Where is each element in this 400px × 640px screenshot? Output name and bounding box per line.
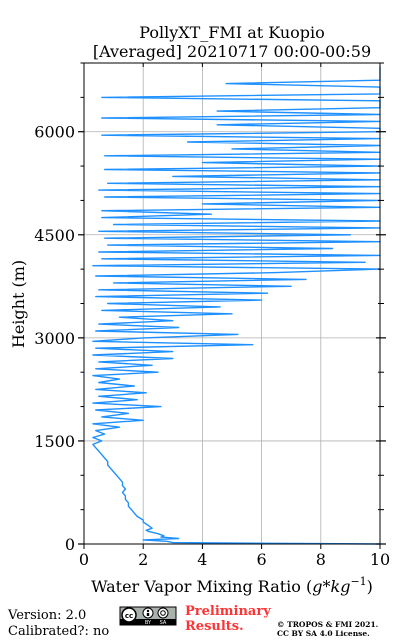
- x-tick-label: 10: [370, 550, 390, 569]
- x-tick-label: 4: [197, 550, 207, 569]
- sa-icon: [157, 607, 169, 619]
- by-icon: [142, 607, 154, 619]
- x-tick-label: 0: [79, 550, 89, 569]
- badge-sa-text: SA: [160, 620, 167, 626]
- x-tick-label: 8: [316, 550, 326, 569]
- x-tick-label: 2: [138, 550, 148, 569]
- x-axis-label-suffix: ): [367, 577, 373, 596]
- profile-line-series: [92, 66, 381, 545]
- y-tick-label: 1500: [34, 432, 75, 451]
- preliminary-text-line1: Preliminary: [185, 604, 271, 619]
- svg-text:cc: cc: [125, 612, 133, 620]
- chart-subtitle: [Averaged] 20210717 00:00-00:59: [93, 42, 371, 61]
- x-axis: 0 2 4 6 8 10: [79, 63, 390, 569]
- y-tick-label: 4500: [34, 226, 75, 245]
- y-axis: 0 1500 3000 4500 6000: [34, 62, 386, 554]
- x-axis-label-exponent: −1: [350, 575, 366, 588]
- x-tick-label: 6: [257, 550, 267, 569]
- chart-title: PollyXT_FMI at Kuopio: [139, 23, 325, 42]
- y-tick-label: 6000: [34, 123, 75, 142]
- y-tick-label: 0: [65, 535, 75, 554]
- x-axis-label: Water Vapor Mixing Ratio (g*kg−1): [91, 575, 373, 596]
- copyright-line1: © TROPOS & FMI 2021.: [277, 620, 378, 629]
- cc-license-badge: cc BY SA: [119, 606, 177, 626]
- calibrated-text: Calibrated?: no: [8, 624, 109, 639]
- preliminary-text-line2: Results.: [185, 619, 244, 634]
- x-axis-label-math: g*kg: [312, 577, 350, 596]
- x-axis-label-prefix: Water Vapor Mixing Ratio (: [91, 577, 312, 596]
- badge-by-text: BY: [145, 620, 152, 626]
- version-text: Version: 2.0: [7, 608, 86, 623]
- y-axis-label: Height (m): [9, 260, 28, 348]
- y-tick-label: 3000: [34, 329, 75, 348]
- cc-icon: cc: [121, 607, 137, 623]
- copyright-line2: CC BY SA 4.0 License.: [277, 629, 370, 638]
